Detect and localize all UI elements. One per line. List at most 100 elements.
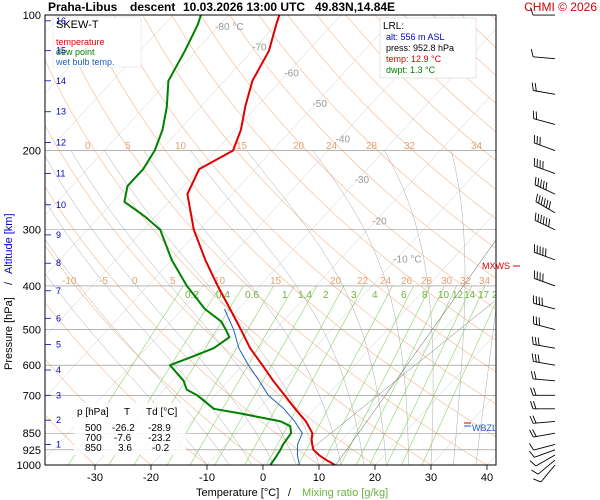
dry-adiabat (171, 15, 496, 341)
pressure-tick-label: 1000 (17, 460, 41, 472)
table-row-500-td: -28.9 (148, 423, 171, 434)
wind-barb-staff (533, 302, 556, 310)
dry-adiabat-label: 5 (125, 141, 131, 152)
guide-lines (311, 239, 496, 465)
dry-adiabat (229, 15, 496, 279)
pressure-tick-label: 700 (23, 390, 41, 402)
wind-barb-flag (531, 82, 534, 91)
isotherm (206, 150, 496, 465)
mixing-ratio-line (355, 285, 445, 465)
table-row-500-t: -26.2 (112, 423, 135, 434)
wind-barb-staff (533, 56, 556, 60)
temperature-tick-label: -30 (87, 472, 103, 484)
mixing-ratio-label: 4 (372, 290, 378, 301)
isotherm-label: -30 (355, 175, 370, 186)
isotherm (94, 28, 496, 465)
wind-barb-flag (530, 401, 534, 409)
legend-box (52, 16, 142, 68)
wind-barb-flag (533, 387, 537, 396)
altitude-tick-label: 9 (56, 230, 61, 240)
wind-barb-flag (548, 218, 551, 227)
dry-adiabat (258, 15, 496, 249)
mixing-ratio-label: 10 (438, 290, 450, 301)
wind-barb-staff (533, 420, 556, 424)
mixing-ratio-label: 20 (492, 290, 504, 301)
wind-barb-staff (535, 454, 556, 467)
dry-adiabat-label: 15 (270, 276, 282, 287)
wind-barb-staff (533, 432, 556, 438)
altitude-tick-label: 6 (56, 313, 61, 323)
mixing-ratio-label: 0.6 (245, 290, 259, 301)
wind-barb-flag (548, 201, 552, 210)
isotherm (45, 15, 342, 338)
wind-barb-flag (530, 7, 534, 16)
temperature-tick-label: 40 (481, 472, 493, 484)
dry-adiabat-label: 34 (479, 276, 491, 287)
wind-barb-staff (533, 343, 556, 349)
temperature-tick-label: -10 (199, 472, 215, 484)
altitude-axis-label: Altitude [km] (3, 213, 15, 274)
mixing-ratio-line (244, 285, 345, 465)
isotherm-labels: -80 °C -70 -60 -50 -40 -30 -20 -10 °C (215, 22, 422, 266)
temperature-line (186, 15, 336, 465)
pressure-tick-label: 100 (23, 10, 41, 22)
dry-adiabat-label: 10 (214, 276, 226, 287)
altitude-tick-label: 14 (56, 76, 66, 86)
wind-barb-staff (534, 449, 556, 458)
wind-barb-flag (533, 371, 537, 380)
table-row-700-td: -23.2 (148, 433, 171, 444)
isotherm (45, 15, 454, 459)
altitude-tick-label: 4 (56, 365, 61, 375)
wbzl-label: WBZL (472, 423, 497, 433)
copyright-label: CHMI © 2026 (524, 0, 597, 14)
pressure-tick-label: 500 (23, 325, 41, 337)
mixing-ratio-line (340, 285, 431, 465)
dry-adiabat-label: 20 (330, 276, 342, 287)
mixing-ratio-line (189, 285, 295, 465)
temperature-tick-label: 0 (260, 472, 266, 484)
dry-adiabat-label: 24 (380, 276, 392, 287)
lrl-header: LRL: (383, 21, 404, 32)
temperature-tick-label: 10 (313, 472, 325, 484)
wind-barb-flag (535, 193, 539, 202)
dry-adiabat (200, 15, 496, 310)
wind-barb-flag (534, 336, 537, 345)
wind-barb-flag (532, 429, 537, 437)
table-row-850-td: -0.2 (152, 443, 170, 454)
dry-adiabat-label: 32 (404, 141, 416, 152)
altitude-tick-label: 7 (56, 286, 61, 296)
wind-barb-flag (537, 354, 540, 363)
wind-barb-flag (540, 214, 542, 224)
lrl-press: press: 952.8 hPa (386, 43, 454, 53)
wind-barb-flag (529, 460, 537, 467)
station-title: Praha-Libus (48, 0, 118, 14)
mixing-ratio-lines (67, 285, 496, 465)
wind-barb-flag (543, 198, 546, 207)
wind-barb-flag (545, 199, 549, 208)
descent-label: descent (130, 0, 175, 14)
plot-area: -80 °C-70-60-50-40-30-20-10 °C 0 5 10 15 20 2… (45, 15, 504, 465)
mixing-ratio-label: 1.4 (298, 290, 312, 301)
mixing-ratio-axis-label: Mixing ratio [g/kg] (302, 487, 388, 499)
wind-barb-staff (535, 201, 556, 214)
wind-barb-flag (540, 179, 542, 188)
plot-frame (44, 14, 497, 466)
wind-barb-staff (534, 251, 556, 261)
temperature-tick-label: 20 (369, 472, 381, 484)
temperature-tick-labels: -30 -20 -10 0 10 20 30 40 (87, 465, 493, 484)
dry-adiabat-label: 15 (236, 141, 248, 152)
wet-bulb-line (224, 308, 303, 465)
altitude-tick-label: 2 (56, 415, 61, 425)
wind-barb-flag (530, 48, 534, 57)
isotherm (45, 15, 174, 155)
wind-barb-flag (533, 478, 542, 483)
table-row-850-t: 3.6 (118, 443, 132, 454)
wind-barb-staff (533, 323, 556, 330)
wind-profile (529, 7, 556, 483)
dry-adiabat-label: 30 (441, 276, 453, 287)
xaxis-label-separator: / (288, 487, 292, 499)
mixing-ratio-line (298, 285, 393, 465)
wind-barb-flag (534, 176, 537, 185)
pressure-tick-labels: 1000 925 850 700 600 500 400 300 200 100 (17, 10, 41, 472)
mixing-ratio-line (401, 285, 486, 465)
